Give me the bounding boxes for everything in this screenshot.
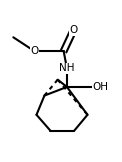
Text: O: O <box>30 46 39 56</box>
Text: O: O <box>69 25 78 35</box>
Text: OH: OH <box>93 82 109 92</box>
Text: NH: NH <box>59 63 75 73</box>
